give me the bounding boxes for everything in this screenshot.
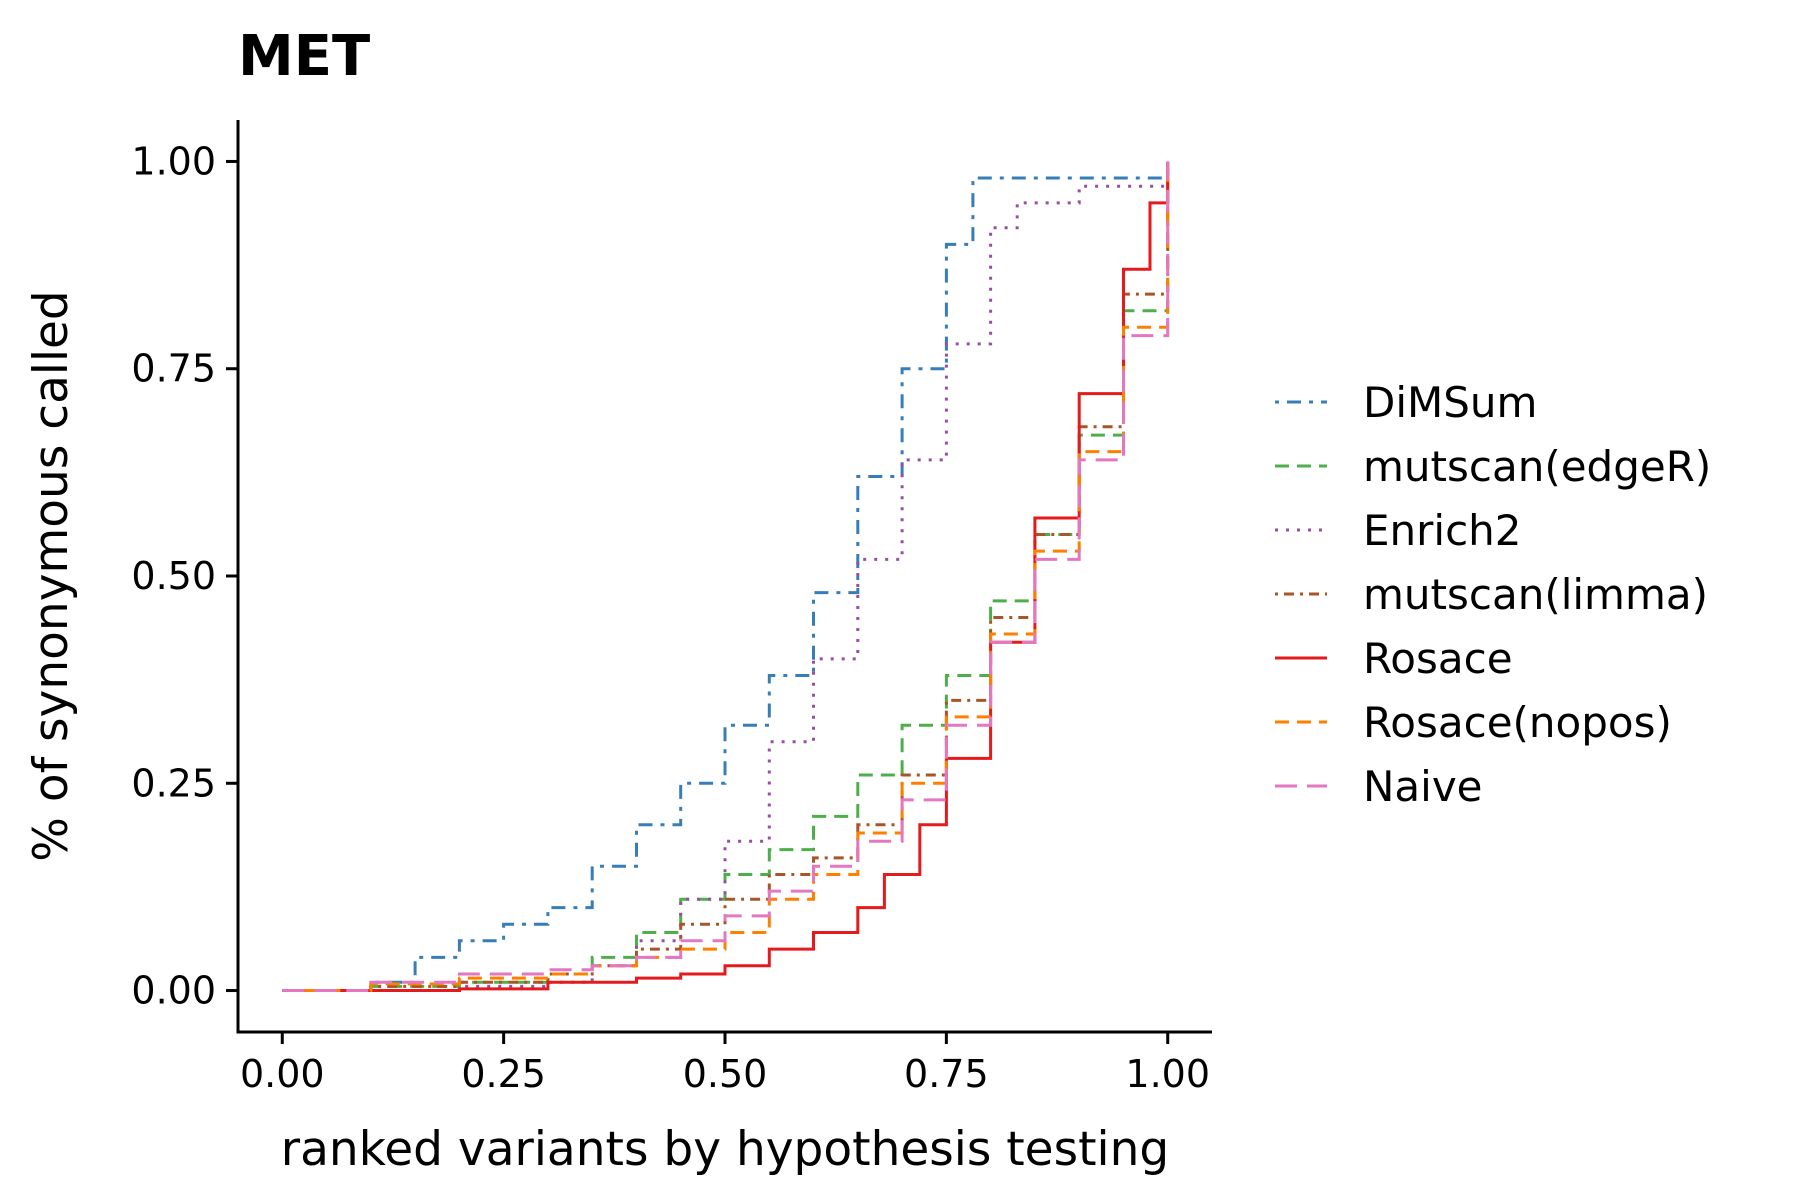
y-tick-label: 0.75 bbox=[131, 347, 216, 391]
x-axis-title: ranked variants by hypothesis testing bbox=[281, 1122, 1169, 1177]
y-tick-label: 1.00 bbox=[131, 139, 216, 183]
series-line-5 bbox=[282, 161, 1170, 992]
legend-label: mutscan(edgeR) bbox=[1363, 442, 1711, 491]
legend-label: Enrich2 bbox=[1363, 506, 1522, 555]
x-tick-label: 1.00 bbox=[1125, 1052, 1210, 1096]
series-line-4 bbox=[282, 161, 1170, 992]
legend-label: Rosace(nopos) bbox=[1363, 698, 1672, 747]
x-tick-label: 0.25 bbox=[461, 1052, 546, 1096]
x-tick-label: 0.50 bbox=[683, 1052, 768, 1096]
y-tick-label: 0.50 bbox=[131, 554, 216, 598]
y-axis-title: % of synonymous called bbox=[24, 290, 79, 862]
x-tick-label: 0.75 bbox=[904, 1052, 989, 1096]
plot-lines bbox=[282, 161, 1170, 992]
x-tick-label: 0.00 bbox=[240, 1052, 325, 1096]
legend: DiMSum mutscan(edgeR) Enrich2 mutscan(limma… bbox=[1275, 378, 1711, 811]
legend-label: mutscan(limma) bbox=[1363, 570, 1708, 619]
legend-label: DiMSum bbox=[1363, 378, 1537, 427]
y-tick-label: 0.25 bbox=[131, 761, 216, 805]
series-line-6 bbox=[282, 161, 1170, 992]
x-ticks: 0.00 0.25 0.50 0.75 1.00 bbox=[240, 1032, 1210, 1096]
series-line-2 bbox=[282, 161, 1170, 992]
chart-title: MET bbox=[238, 24, 370, 89]
y-tick-label: 0.00 bbox=[131, 969, 216, 1013]
legend-label: Naive bbox=[1363, 762, 1483, 811]
series-line-1 bbox=[282, 161, 1170, 992]
y-ticks: 0.00 0.25 0.50 0.75 1.00 bbox=[131, 139, 238, 1013]
legend-label: Rosace bbox=[1363, 634, 1513, 683]
